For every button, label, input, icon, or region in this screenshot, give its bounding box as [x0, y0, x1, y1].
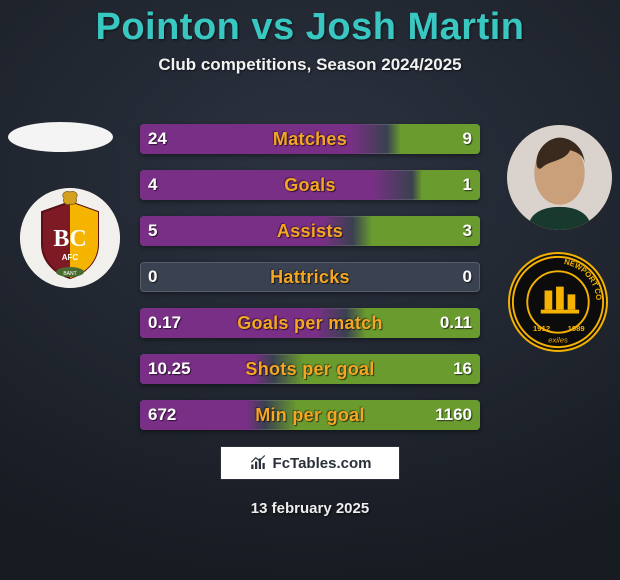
- stat-right-value: 16: [445, 354, 480, 384]
- stats-bars: 24 Matches 9 4 Goals 1 5 Assists 3 0 Hat…: [140, 124, 480, 446]
- stat-row: 0 Hattricks 0: [140, 262, 480, 292]
- stat-label: Hattricks: [140, 262, 480, 292]
- crest-icon: BC AFC BANT: [20, 188, 120, 288]
- crest-icon: NEWPORT COUNTY AFC 1912 1989 exiles: [510, 254, 606, 350]
- page-title: Pointon vs Josh Martin: [0, 0, 620, 49]
- stat-right-value: 0.11: [432, 308, 480, 338]
- stat-label: Assists: [140, 216, 480, 246]
- brand-box[interactable]: FcTables.com: [220, 446, 400, 480]
- stat-row: 672 Min per goal 1160: [140, 400, 480, 430]
- svg-text:BANT: BANT: [63, 271, 76, 277]
- infographic: Pointon vs Josh Martin Club competitions…: [0, 0, 620, 580]
- stat-row: 24 Matches 9: [140, 124, 480, 154]
- svg-text:exiles: exiles: [548, 335, 568, 344]
- stat-right-value: 0: [455, 262, 480, 292]
- stat-right-value: 9: [455, 124, 480, 154]
- player-left-avatar: [8, 122, 113, 152]
- stat-row: 5 Assists 3: [140, 216, 480, 246]
- svg-text:1989: 1989: [568, 324, 585, 333]
- stat-label: Goals per match: [140, 308, 480, 338]
- subtitle: Club competitions, Season 2024/2025: [0, 55, 620, 75]
- chart-icon: [249, 454, 267, 472]
- stat-label: Shots per goal: [140, 354, 480, 384]
- stat-right-value: 3: [455, 216, 480, 246]
- svg-text:AFC: AFC: [62, 253, 79, 262]
- svg-text:1912: 1912: [533, 324, 550, 333]
- brand-text: FcTables.com: [273, 455, 372, 472]
- person-icon: [507, 125, 612, 230]
- date-text: 13 february 2025: [251, 500, 369, 517]
- stat-right-value: 1160: [427, 400, 480, 430]
- stat-label: Goals: [140, 170, 480, 200]
- stat-right-value: 1: [455, 170, 480, 200]
- stat-row: 4 Goals 1: [140, 170, 480, 200]
- stat-row: 10.25 Shots per goal 16: [140, 354, 480, 384]
- stat-row: 0.17 Goals per match 0.11: [140, 308, 480, 338]
- svg-text:BC: BC: [53, 226, 86, 252]
- stat-label: Matches: [140, 124, 480, 154]
- player-right-avatar: [507, 125, 612, 230]
- club-left-crest: BC AFC BANT: [20, 188, 120, 288]
- club-right-crest: NEWPORT COUNTY AFC 1912 1989 exiles: [508, 252, 608, 352]
